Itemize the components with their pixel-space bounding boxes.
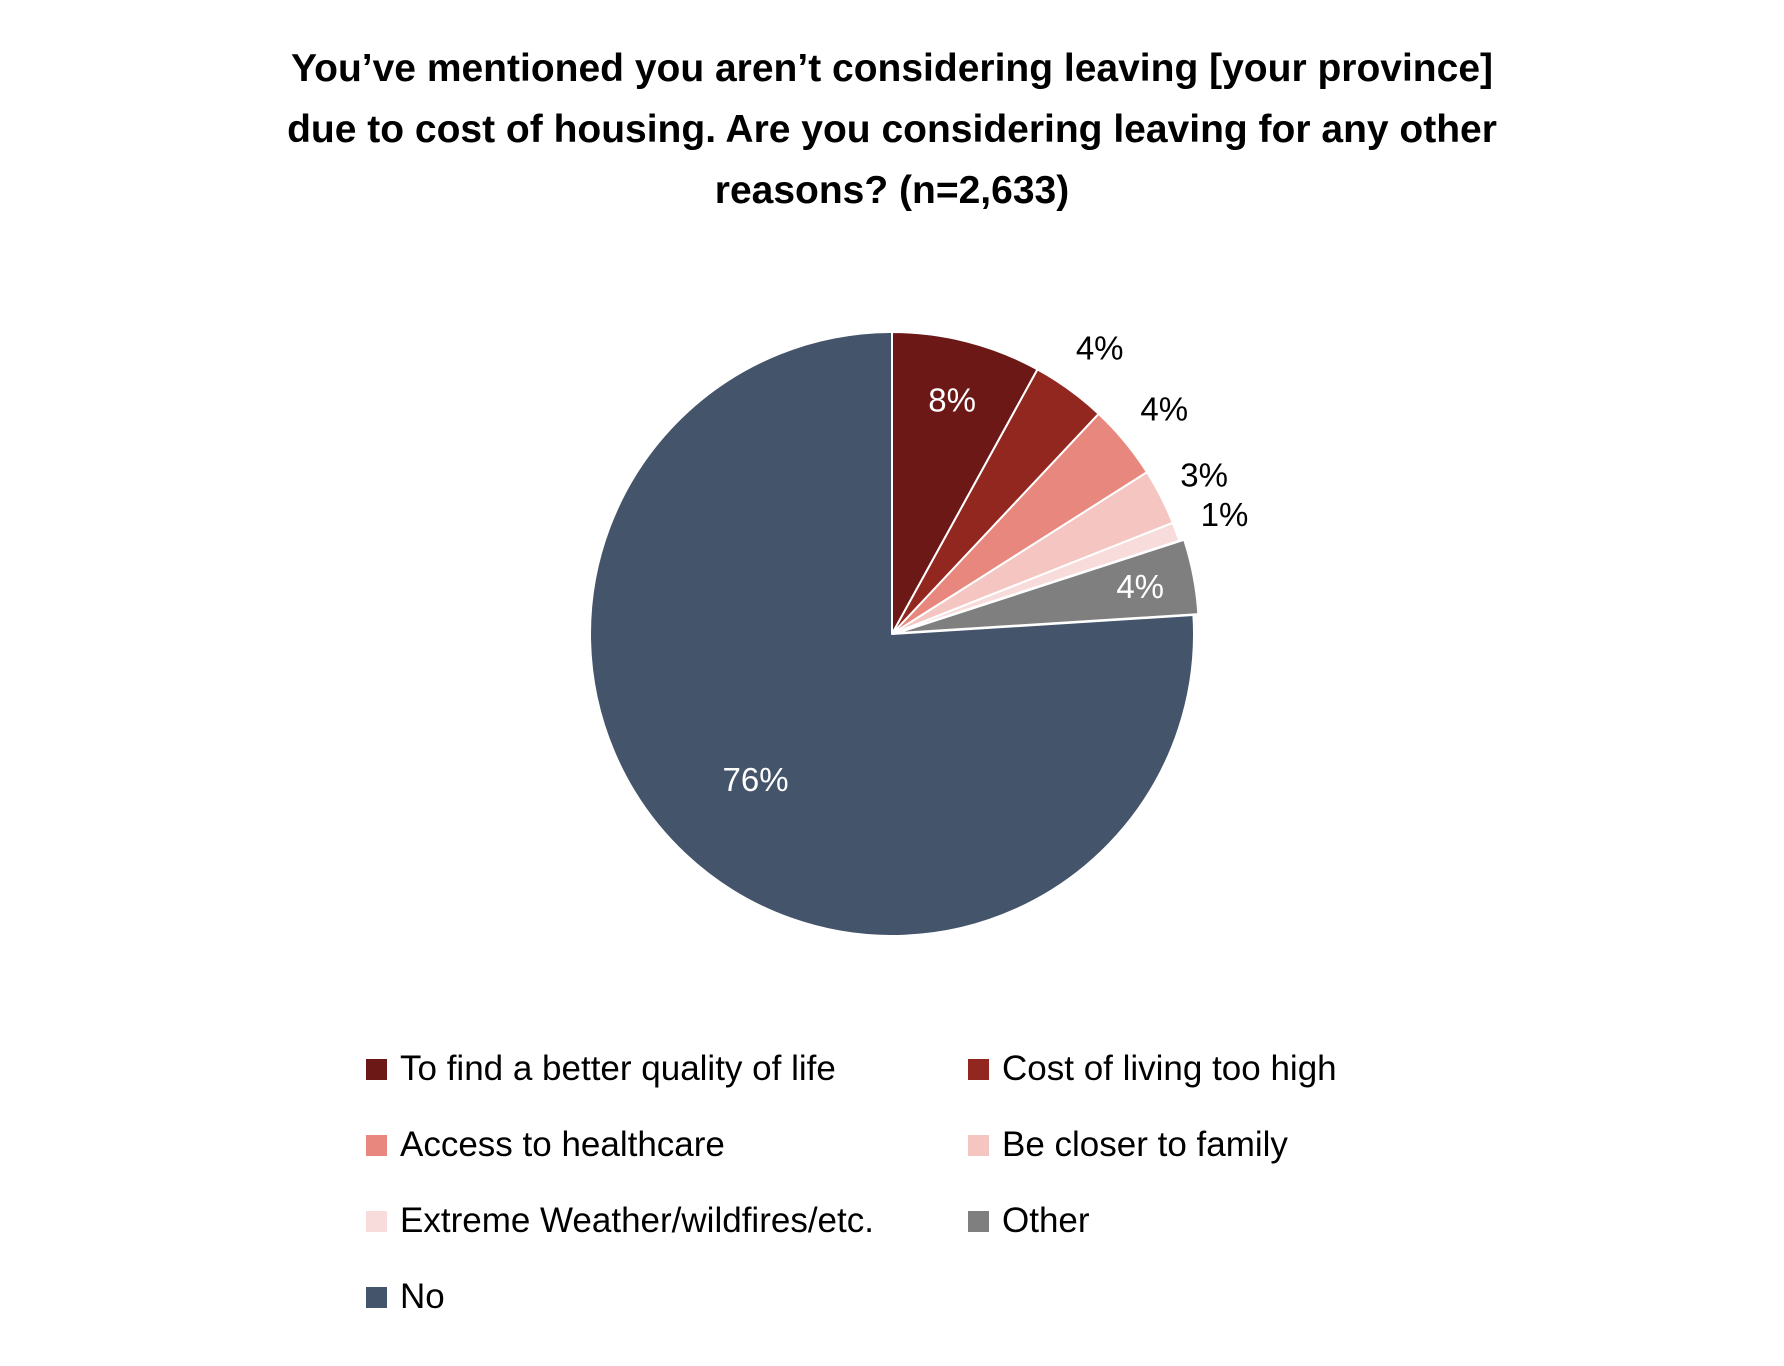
- chart-legend: To find a better quality of life Cost of …: [366, 1050, 1466, 1316]
- legend-label: Cost of living too high: [1002, 1049, 1337, 1088]
- data-label-to-find-a-better-quality-of-life: 8%: [928, 381, 976, 418]
- data-label-cost-of-living-too-high: 4%: [1076, 330, 1124, 367]
- legend-item: No: [366, 1278, 968, 1316]
- legend-item: Cost of living too high: [968, 1050, 1448, 1088]
- legend-item: Be closer to family: [968, 1126, 1448, 1164]
- data-label-no: 76%: [723, 761, 789, 798]
- legend-label: Other: [1002, 1201, 1090, 1240]
- legend-swatch: [366, 1058, 387, 1080]
- legend-swatch: [366, 1286, 387, 1308]
- legend-item: Extreme Weather/wildfires/etc.: [366, 1202, 968, 1240]
- legend-label: No: [400, 1277, 445, 1316]
- legend-item: To find a better quality of life: [366, 1050, 968, 1088]
- pie-data-labels: 8% 4% 4% 3%1% 4% 76%: [723, 330, 1249, 798]
- legend-label: Access to healthcare: [400, 1125, 725, 1164]
- legend-label: Be closer to family: [1002, 1125, 1288, 1164]
- legend-swatch: [366, 1210, 387, 1232]
- legend-swatch: [968, 1210, 989, 1232]
- legend-swatch: [366, 1134, 387, 1156]
- data-label-other: 4%: [1116, 568, 1164, 605]
- pie-slices: [588, 331, 1200, 937]
- legend-label: Extreme Weather/wildfires/etc.: [400, 1201, 874, 1240]
- legend-item: Other: [968, 1202, 1448, 1240]
- data-label-access-to-healthcare: 4%: [1140, 390, 1188, 427]
- legend-swatch: [968, 1058, 989, 1080]
- pie-slice-no: [588, 331, 1195, 937]
- legend-item: Access to healthcare: [366, 1126, 968, 1164]
- chart-title: You’ve mentioned you aren’t considering …: [287, 47, 1497, 212]
- pie-slice-to-find-a-better-quality-of-life: [891, 331, 1039, 635]
- pie-slice-other: [895, 538, 1200, 635]
- legend-swatch: [968, 1134, 989, 1156]
- data-label-extreme-weather-wildfires-etc: 1%: [1201, 496, 1249, 533]
- legend-label: To find a better quality of life: [400, 1049, 836, 1088]
- data-label-be-closer-to-family: 3%: [1180, 456, 1228, 493]
